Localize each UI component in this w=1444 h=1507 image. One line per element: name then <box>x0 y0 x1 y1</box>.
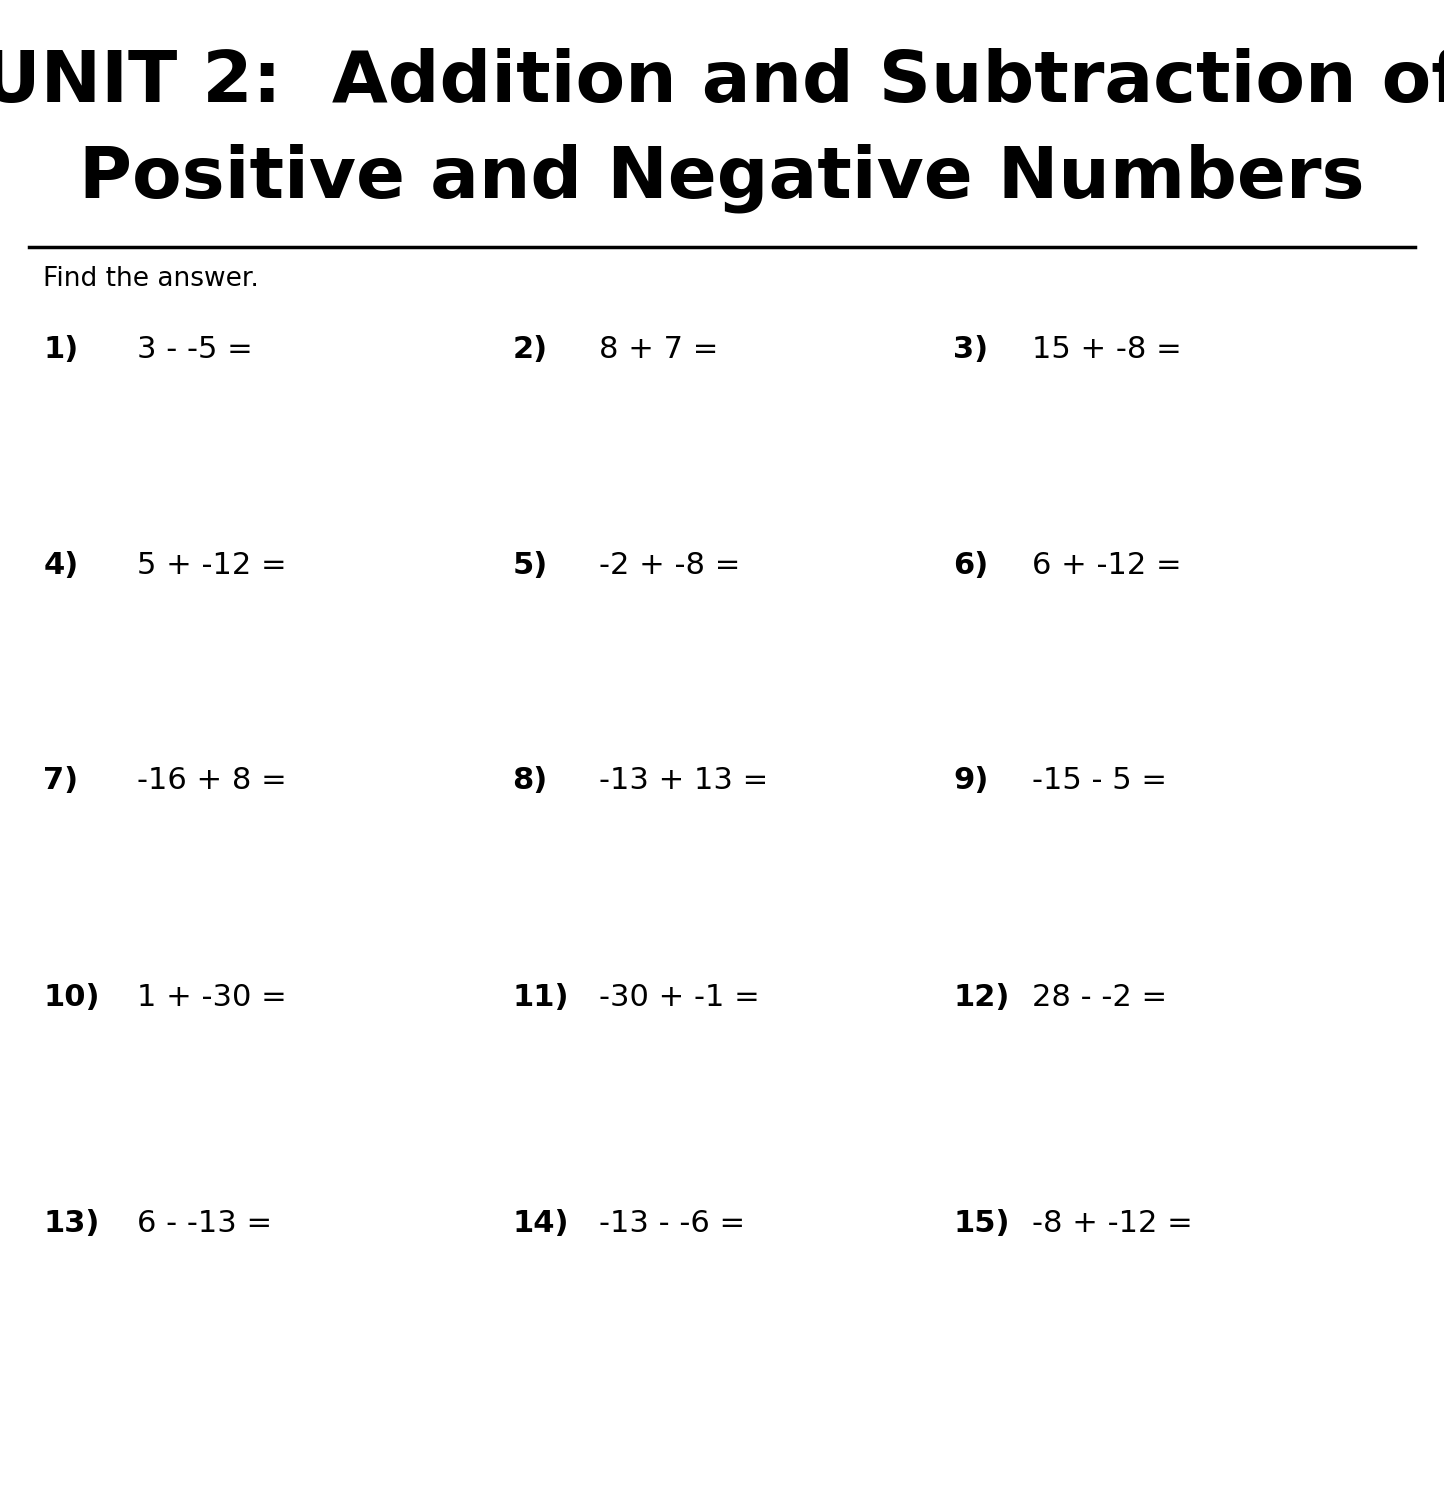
Text: 5): 5) <box>513 550 547 580</box>
Text: 5 + -12 =: 5 + -12 = <box>137 550 287 580</box>
Text: 6 + -12 =: 6 + -12 = <box>1032 550 1183 580</box>
Text: 7): 7) <box>43 766 78 796</box>
Text: 8): 8) <box>513 766 547 796</box>
Text: 8 + 7 =: 8 + 7 = <box>599 335 719 365</box>
Text: -2 + -8 =: -2 + -8 = <box>599 550 741 580</box>
Text: 15): 15) <box>953 1209 1009 1239</box>
Text: 11): 11) <box>513 983 569 1013</box>
Text: 15 + -8 =: 15 + -8 = <box>1032 335 1183 365</box>
Text: 3): 3) <box>953 335 988 365</box>
Text: 13): 13) <box>43 1209 100 1239</box>
Text: 9): 9) <box>953 766 988 796</box>
Text: -13 + 13 =: -13 + 13 = <box>599 766 768 796</box>
Text: 3 - -5 =: 3 - -5 = <box>137 335 253 365</box>
Text: Find the answer.: Find the answer. <box>43 265 258 292</box>
Text: -15 - 5 =: -15 - 5 = <box>1032 766 1167 796</box>
Text: 1 + -30 =: 1 + -30 = <box>137 983 287 1013</box>
Text: UNIT 2:  Addition and Subtraction of: UNIT 2: Addition and Subtraction of <box>0 48 1444 118</box>
Text: 14): 14) <box>513 1209 569 1239</box>
Text: 28 - -2 =: 28 - -2 = <box>1032 983 1168 1013</box>
Text: 12): 12) <box>953 983 1009 1013</box>
Text: 4): 4) <box>43 550 78 580</box>
Text: 1): 1) <box>43 335 78 365</box>
Text: 10): 10) <box>43 983 100 1013</box>
Text: Positive and Negative Numbers: Positive and Negative Numbers <box>79 143 1365 212</box>
Text: -8 + -12 =: -8 + -12 = <box>1032 1209 1193 1239</box>
Text: 6 - -13 =: 6 - -13 = <box>137 1209 273 1239</box>
Text: -13 - -6 =: -13 - -6 = <box>599 1209 745 1239</box>
Text: 6): 6) <box>953 550 988 580</box>
Text: 2): 2) <box>513 335 547 365</box>
Text: -30 + -1 =: -30 + -1 = <box>599 983 760 1013</box>
Text: -16 + 8 =: -16 + 8 = <box>137 766 287 796</box>
